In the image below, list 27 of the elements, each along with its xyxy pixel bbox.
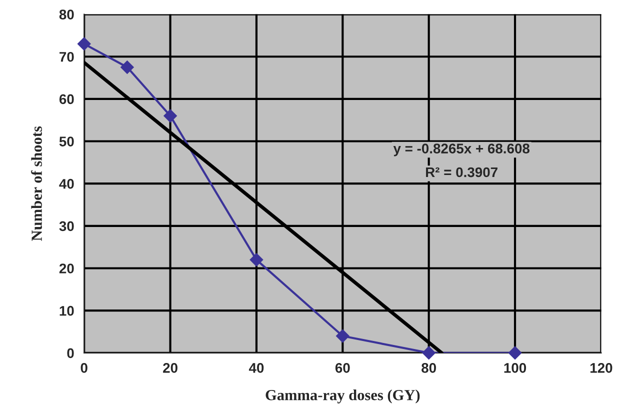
y-axis-title: Number of shoots xyxy=(31,126,42,241)
point xyxy=(508,346,522,360)
annotation: R² = 0.3907 xyxy=(426,167,498,178)
y-tick-label: 40 xyxy=(59,178,74,189)
x-tick-label: 80 xyxy=(422,363,436,373)
y-tick-label: 0 xyxy=(67,348,74,358)
point xyxy=(164,109,177,122)
y-tick-label: 50 xyxy=(59,136,74,146)
x-tick-label: 120 xyxy=(590,363,612,373)
y-tick-label: 70 xyxy=(60,52,74,62)
point xyxy=(250,253,264,266)
y-tick-label: 60 xyxy=(59,94,74,104)
y-tick-label: 10 xyxy=(60,306,74,316)
point xyxy=(422,346,436,360)
x-tick-label: 0 xyxy=(80,363,88,373)
point xyxy=(78,37,91,50)
y-tick-label: 80 xyxy=(59,10,74,20)
annotation: y = -0.8265x + 68.608 xyxy=(393,144,530,156)
y-tick-label: 30 xyxy=(59,221,74,232)
x-axis-title: Gamma-ray doses (GY) xyxy=(266,389,420,404)
y-tick-label: 20 xyxy=(59,264,74,274)
x-tick-label: 100 xyxy=(504,363,526,373)
x-tick-label: 20 xyxy=(163,363,178,373)
point xyxy=(120,60,134,74)
x-tick-label: 60 xyxy=(335,363,350,373)
point xyxy=(336,329,350,343)
x-tick-label: 40 xyxy=(248,363,264,373)
